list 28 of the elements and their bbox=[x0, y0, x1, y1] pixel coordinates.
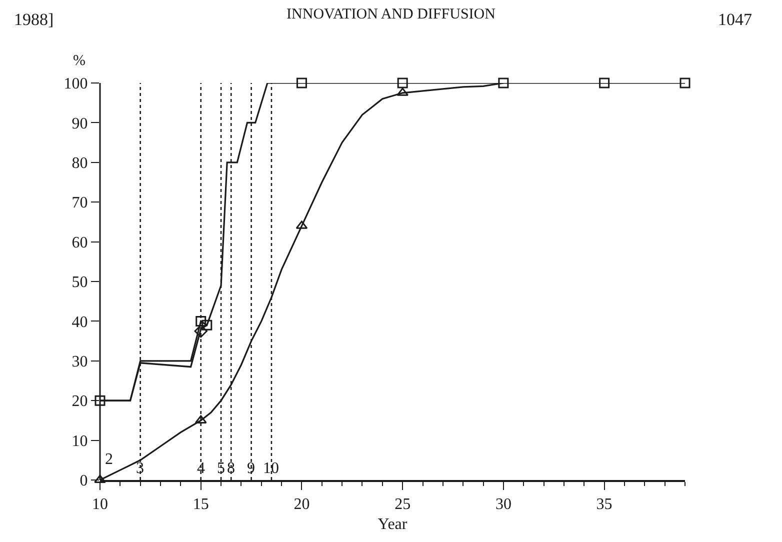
x-tick-label: 30 bbox=[495, 496, 512, 513]
annotation: 8 bbox=[227, 460, 235, 477]
y-tick-label: 20 bbox=[72, 393, 88, 410]
annotation: 10 bbox=[263, 460, 279, 477]
text: 1047 bbox=[718, 10, 752, 29]
y-tick-label: 90 bbox=[72, 115, 88, 132]
y-tick-label: 80 bbox=[72, 155, 88, 172]
y-tick-label: 70 bbox=[72, 194, 88, 212]
y-tick-label: 50 bbox=[72, 274, 88, 292]
annotation: 3 bbox=[136, 460, 144, 477]
annotation: 2 bbox=[105, 451, 113, 468]
x-tick-label: 25 bbox=[394, 496, 411, 513]
x-tick-label: 35 bbox=[596, 496, 612, 513]
y-tick-label: 100 bbox=[64, 76, 88, 93]
annotation: 4 bbox=[197, 460, 205, 477]
x-tick-label: 20 bbox=[294, 496, 310, 513]
y-tick-label: 10 bbox=[72, 432, 88, 450]
x-tick-label: 10 bbox=[92, 496, 108, 513]
annotation: 9 bbox=[247, 460, 255, 477]
y-tick-label: 40 bbox=[72, 314, 88, 331]
y-tick-label: 30 bbox=[72, 354, 88, 370]
x-tick-label: 15 bbox=[192, 496, 209, 513]
y-tick-label: 0 bbox=[80, 472, 88, 490]
y-tick-label: 60 bbox=[72, 234, 88, 252]
chart-title: INNOVATION AND DIFFUSION bbox=[286, 6, 496, 23]
y-axis-title: % bbox=[73, 53, 86, 69]
text: 1988] bbox=[14, 10, 54, 29]
x-axis-title: Year bbox=[378, 516, 408, 534]
